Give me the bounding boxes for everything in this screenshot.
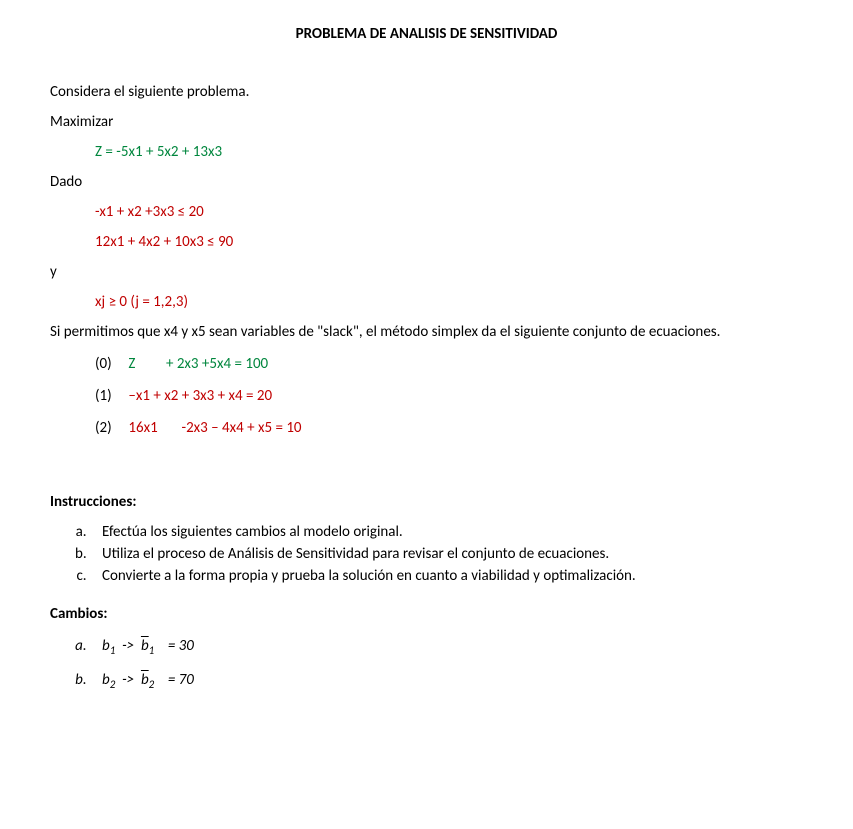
intro-text: Considera el siguiente problema. — [50, 83, 803, 101]
slack-paragraph: Si permitimos que x4 y x5 sean variables… — [50, 323, 803, 341]
instrucciones-heading: Instrucciones: — [50, 493, 803, 511]
maximizar-label: Maximizar — [50, 113, 803, 131]
eq2-rhs: -2x3 – 4x4 + x5 = 10 — [161, 419, 301, 437]
constraint-2: 12x1 + 4x2 + 10x3 ≤ 90 — [95, 233, 803, 251]
eq2-label: (2) — [95, 419, 125, 437]
eq2-lhs: 16x1 — [128, 419, 157, 437]
constraint-1: -x1 + x2 +3x3 ≤ 20 — [95, 203, 803, 221]
eq1-body: –x1 + x2 + 3x3 + x4 = 20 — [128, 387, 272, 405]
instruction-b: Utiliza el proceso de Análisis de Sensit… — [90, 545, 803, 563]
y-label: y — [50, 263, 803, 281]
cambios-list: b1 -> b1 = 30 b2 -> b2 = 70 — [90, 637, 803, 691]
cambio-b: b2 -> b2 = 70 — [90, 671, 803, 691]
eq0-rest: + 2x3 +5x4 = 100 — [139, 355, 268, 373]
instruction-a: Efectúa los siguientes cambios al modelo… — [90, 523, 803, 541]
eq1-label: (1) — [95, 387, 125, 405]
equation-1: (1) –x1 + x2 + 3x3 + x4 = 20 — [95, 387, 803, 405]
page-title: PROBLEMA DE ANALISIS DE SENSITIVIDAD — [50, 25, 803, 43]
eq0-label: (0) — [95, 355, 125, 373]
cambio-b-value: = 70 — [168, 671, 194, 689]
cambio-a-value: = 30 — [168, 637, 194, 655]
eq0-z: Z — [128, 355, 135, 373]
nonnegativity: xj ≥ 0 (j = 1,2,3) — [95, 293, 803, 311]
equation-2: (2) 16x1 -2x3 – 4x4 + x5 = 10 — [95, 419, 803, 437]
equation-0: (0) Z + 2x3 +5x4 = 100 — [95, 355, 803, 373]
instruction-c: Convierte a la forma propia y prueba la … — [90, 567, 803, 585]
instructions-list: Efectúa los siguientes cambios al modelo… — [90, 523, 803, 585]
cambios-heading: Cambios: — [50, 605, 803, 623]
objective-function: Z = -5x1 + 5x2 + 13x3 — [95, 143, 803, 161]
dado-label: Dado — [50, 173, 803, 191]
cambio-a: b1 -> b1 = 30 — [90, 637, 803, 657]
